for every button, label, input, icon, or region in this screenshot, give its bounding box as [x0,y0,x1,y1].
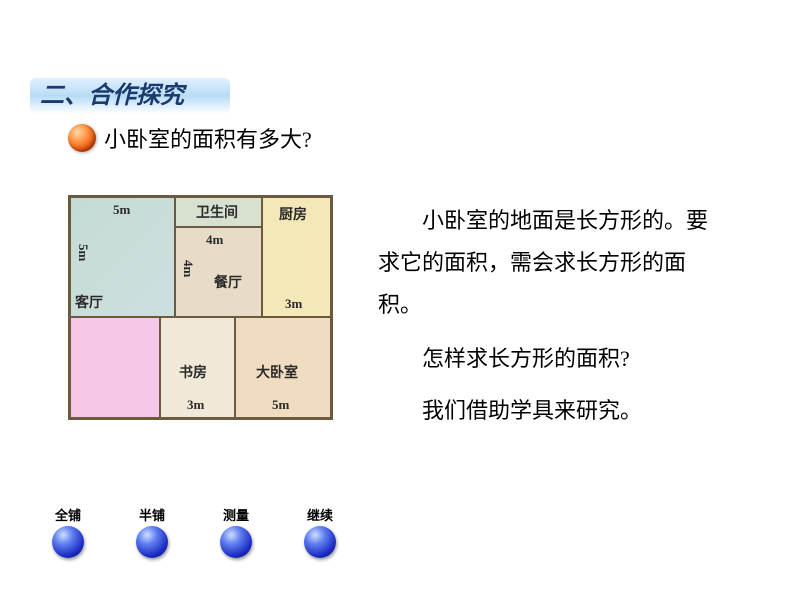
master-bottom-label: 5m [272,397,289,413]
dining-name: 餐厅 [214,272,242,292]
question-text: 小卧室的面积有多大? [104,122,312,154]
bullet-sphere-icon [68,124,96,152]
room-master-bedroom: 大卧室 5m [235,317,331,418]
room-dining: 4m 4m 餐厅 [175,227,262,317]
room-small-bedroom [70,317,160,418]
paragraph-2: 怎样求长方形的面积? [378,338,758,380]
nav-buttons: 全铺 半铺 测量 继续 [52,505,336,558]
room-kitchen: 厨房 3m [262,197,331,317]
living-height-label: 5m [75,244,91,261]
kitchen-bottom-label: 3m [285,296,302,312]
room-study: 书房 3m [160,317,235,418]
nav-btn-half[interactable]: 半铺 [136,505,168,558]
paragraph-3: 我们借助学具来研究。 [378,390,758,432]
kitchen-name: 厨房 [279,204,307,224]
nav-label-half: 半铺 [139,505,165,524]
dining-width-label: 4m [206,232,223,248]
living-name: 客厅 [75,292,103,312]
living-width-label: 5m [113,202,130,218]
section-header: 二、合作探究 [30,78,230,114]
floorplan-diagram: 5m 5m 客厅 卫生间 4m 4m 餐厅 厨房 3m 书房 3m 大卧室 5m [68,195,333,420]
nav-label-measure: 测量 [223,505,249,524]
nav-label-continue: 继续 [307,505,333,524]
master-name: 大卧室 [256,362,298,382]
nav-btn-full[interactable]: 全铺 [52,505,84,558]
sphere-icon [304,526,336,558]
bathroom-name: 卫生间 [196,202,238,222]
room-bathroom: 卫生间 [175,197,262,227]
nav-label-full: 全铺 [55,505,81,524]
study-bottom-label: 3m [187,397,204,413]
room-living: 5m 5m 客厅 [70,197,175,317]
study-name: 书房 [179,362,207,382]
sphere-icon [220,526,252,558]
question-row: 小卧室的面积有多大? [68,122,312,154]
dining-height-label: 4m [180,260,196,277]
nav-btn-continue[interactable]: 继续 [304,505,336,558]
sphere-icon [136,526,168,558]
nav-btn-measure[interactable]: 测量 [220,505,252,558]
paragraph-1: 小卧室的地面是长方形的。要求它的面积，需会求长方形的面积。 [378,200,718,325]
sphere-icon [52,526,84,558]
